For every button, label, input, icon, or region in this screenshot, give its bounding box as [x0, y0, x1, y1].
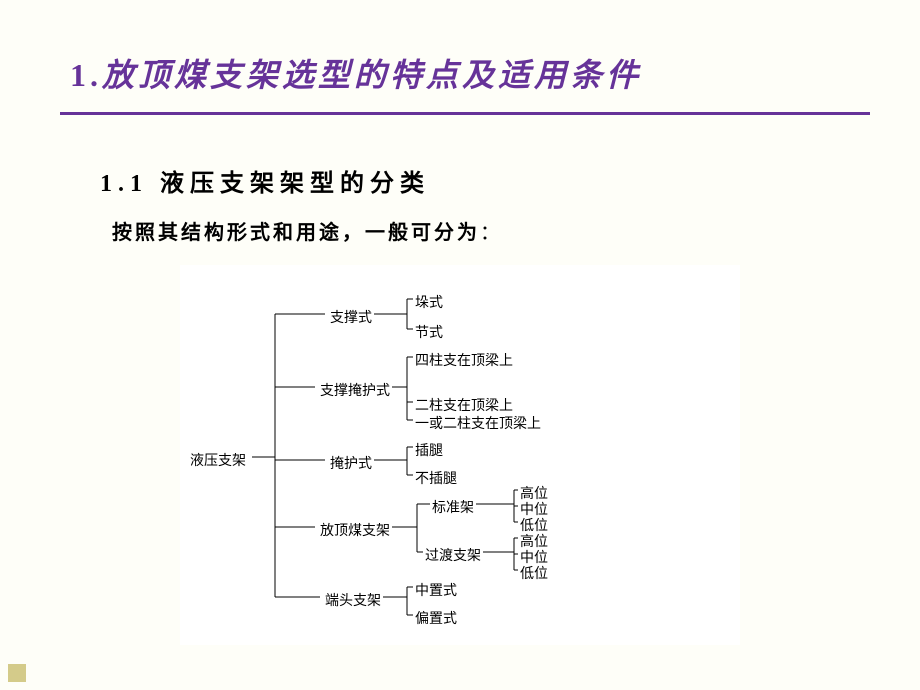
tree-l1-4: 端头支架: [325, 590, 381, 610]
tree-l1-2: 掩护式: [330, 453, 372, 473]
subtitle: 1.1 液压支架架型的分类: [0, 115, 920, 198]
tree-l2-7: 标准架: [432, 497, 474, 517]
description: 按照其结构形式和用途，一般可分为：: [0, 198, 920, 245]
tree-l2-8: 过渡支架: [425, 545, 481, 565]
subtitle-number: 1.1: [100, 171, 148, 197]
tree-l1-0: 支撑式: [330, 307, 372, 327]
tree-l2-6: 不插腿: [415, 468, 457, 488]
tree-l2-0: 垛式: [415, 292, 443, 312]
tree-l2-5: 插腿: [415, 440, 443, 460]
tree-l2-4: 一或二柱支在顶梁上: [415, 413, 541, 433]
tree-l1-1: 支撑掩护式: [320, 380, 390, 400]
title-number: 1.: [70, 57, 102, 93]
description-text: 按照其结构形式和用途，一般可分为: [112, 222, 480, 244]
tree-l2-3: 二柱支在顶梁上: [415, 395, 513, 415]
tree-diagram: 液压支架 支撑式支撑掩护式掩护式放顶煤支架端头支架 垛式节式四柱支在顶梁上二柱支在顶…: [180, 265, 740, 645]
title-text: 放顶煤支架选型的特点及适用条件: [102, 57, 642, 93]
description-suffix: ：: [480, 222, 503, 244]
tree-l2-1: 节式: [415, 322, 443, 342]
main-title: 1.放顶煤支架选型的特点及适用条件: [70, 50, 870, 96]
tree-connectors: [180, 265, 740, 645]
tree-l2-2: 四柱支在顶梁上: [415, 350, 513, 370]
tree-l2-10: 偏置式: [415, 608, 457, 628]
tree-root: 液压支架: [190, 450, 246, 470]
corner-marker-icon: [8, 664, 26, 682]
subtitle-text: 液压支架架型的分类: [160, 171, 430, 197]
tree-l2-9: 中置式: [415, 580, 457, 600]
tree-l3-5: 低位: [520, 563, 548, 583]
tree-l1-3: 放顶煤支架: [320, 520, 390, 540]
